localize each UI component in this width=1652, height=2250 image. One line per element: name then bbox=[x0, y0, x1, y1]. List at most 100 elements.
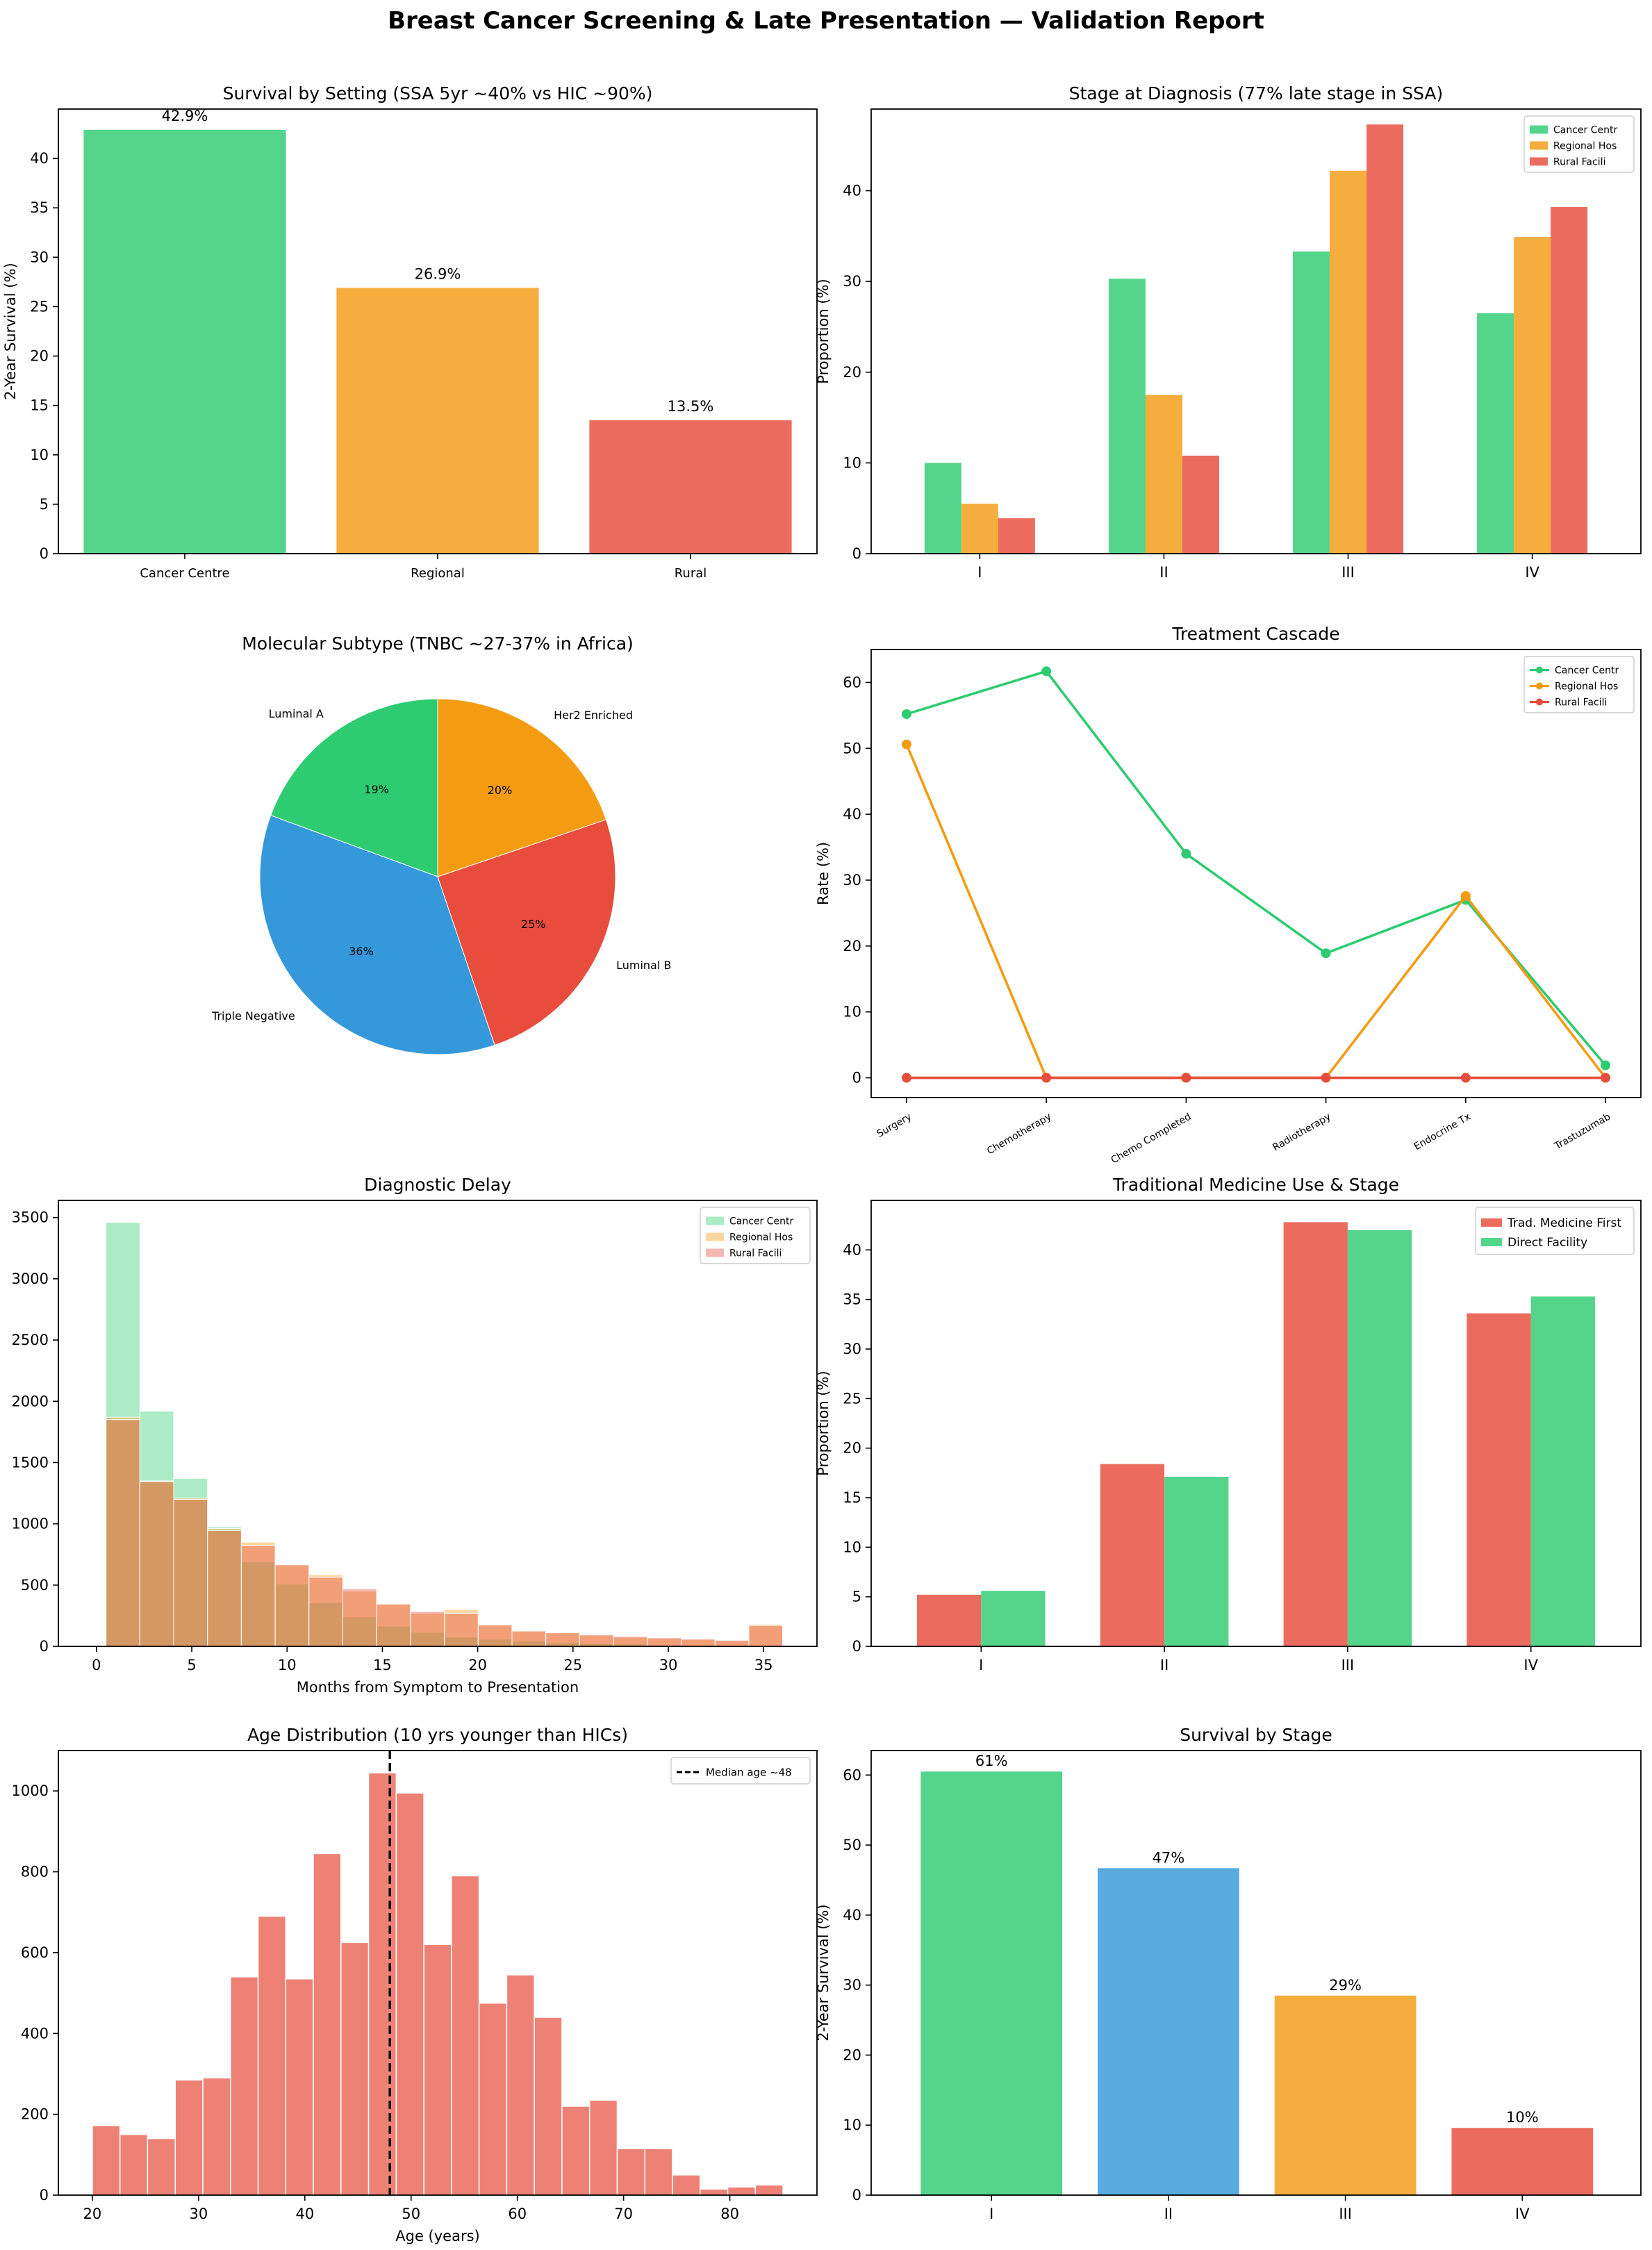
pie-label: Luminal A bbox=[269, 707, 324, 720]
y-tick-label: 10 bbox=[30, 447, 49, 463]
bar bbox=[1274, 1995, 1416, 2195]
panel-5: Diagnostic Delay 0 500 1000 1500 2000 2500 3000… bbox=[12, 1175, 818, 1696]
legend-label: Cancer Centr bbox=[1555, 665, 1619, 677]
hist-bar bbox=[613, 1636, 648, 1647]
y-tick-label: 25 bbox=[30, 298, 49, 315]
data-point bbox=[1601, 1060, 1611, 1070]
bar bbox=[924, 463, 961, 554]
pie-pct-label: 36% bbox=[349, 945, 374, 958]
x-tick-label: Endocrine Tx bbox=[1412, 1111, 1473, 1153]
hist-bar bbox=[173, 1498, 208, 1647]
pie-slice bbox=[259, 815, 495, 1055]
y-tick-label: 50 bbox=[843, 1837, 861, 1853]
panel-title: Diagnostic Delay bbox=[364, 1175, 511, 1195]
y-tick-label: 200 bbox=[21, 2106, 49, 2123]
panel-3: Molecular Subtype (TNBC ~27-37% in Afric… bbox=[211, 634, 671, 1055]
y-tick-label: 50 bbox=[843, 740, 861, 756]
data-point bbox=[1460, 891, 1471, 901]
data-label: 61% bbox=[975, 1753, 1008, 1769]
pie-slice bbox=[270, 698, 438, 877]
legend-label: Regional Hos bbox=[1553, 141, 1617, 152]
hist-bar bbox=[647, 1637, 682, 1647]
hist-bar bbox=[207, 1530, 242, 1647]
x-tick-label: 35 bbox=[754, 1657, 773, 1673]
y-tick-label: 35 bbox=[30, 199, 49, 216]
legend-swatch bbox=[1481, 1218, 1502, 1227]
legend-label: Median age ~48 bbox=[706, 1766, 792, 1778]
panel-title: Treatment Cascade bbox=[1171, 624, 1339, 644]
legend-box bbox=[1523, 115, 1635, 173]
legend-swatch bbox=[706, 1248, 724, 1257]
y-tick-label: 20 bbox=[843, 938, 861, 954]
hist-bar bbox=[478, 2002, 508, 2196]
y-tick-label: 0 bbox=[40, 1638, 49, 1655]
hist-bar bbox=[119, 2133, 149, 2196]
legend-box bbox=[1523, 656, 1635, 713]
hist-bar bbox=[207, 1528, 242, 1647]
x-tick-label: IV bbox=[1515, 2206, 1530, 2222]
x-tick-label: 30 bbox=[659, 1657, 678, 1673]
y-tick-label: 25 bbox=[843, 1390, 861, 1407]
hist-bar bbox=[342, 1588, 377, 1647]
pie-slice bbox=[437, 698, 607, 877]
hist-bar bbox=[342, 1616, 377, 1647]
y-tick-label: 0 bbox=[40, 2187, 49, 2203]
legend-box bbox=[670, 1757, 811, 1785]
series-line bbox=[905, 743, 1607, 1079]
bar bbox=[1366, 124, 1404, 554]
y-tick-label: 0 bbox=[852, 1638, 861, 1655]
bar bbox=[1451, 2128, 1594, 2195]
y-tick-label: 1000 bbox=[12, 1782, 49, 1799]
x-tick-label: 20 bbox=[83, 2206, 102, 2222]
figure-title: Breast Cancer Screening & Late Presentat… bbox=[388, 7, 1264, 35]
hist-bar bbox=[410, 1611, 445, 1647]
x-tick-label: 25 bbox=[563, 1657, 582, 1673]
bar bbox=[998, 518, 1035, 554]
y-tick-label: 15 bbox=[30, 397, 49, 414]
hist-bar bbox=[644, 2148, 673, 2196]
legend: Cancer Centr Regional Hos Rural Facili bbox=[700, 1207, 811, 1264]
y-tick-label: 400 bbox=[21, 2025, 49, 2042]
bar bbox=[981, 1591, 1046, 1646]
legend-swatch bbox=[1530, 157, 1548, 166]
y-tick-label: 2000 bbox=[12, 1393, 49, 1409]
bar bbox=[336, 288, 539, 554]
bar bbox=[1283, 1222, 1348, 1646]
pie-pct-label: 19% bbox=[364, 783, 389, 796]
data-point bbox=[1321, 948, 1331, 959]
hist-bar bbox=[748, 1623, 784, 1647]
hist-bar bbox=[240, 1541, 276, 1647]
hist-bar bbox=[257, 1915, 287, 2196]
x-tick-label: Chemotherapy bbox=[985, 1111, 1053, 1157]
y-tick-label: 60 bbox=[843, 674, 861, 690]
x-tick-label: III bbox=[1341, 1657, 1355, 1673]
hist-bar bbox=[561, 2106, 590, 2196]
bar bbox=[1530, 1296, 1596, 1646]
y-tick-label: 0 bbox=[852, 2187, 861, 2203]
legend: Median age ~48 bbox=[670, 1757, 811, 1785]
y-tick-label: 10 bbox=[843, 1539, 861, 1555]
hist-bar bbox=[340, 1942, 370, 2196]
hist-bar bbox=[274, 1564, 310, 1647]
legend-swatch bbox=[1530, 125, 1548, 134]
legend-label: Regional Hos bbox=[1555, 681, 1618, 693]
legend: Cancer Centr Regional Hos Rural Facili bbox=[1523, 656, 1635, 713]
hist-bar bbox=[700, 2188, 729, 2196]
hist-bar bbox=[681, 1638, 716, 1647]
hist-bar bbox=[534, 2017, 563, 2196]
legend-label: Regional Hos bbox=[729, 1232, 793, 1243]
y-tick-label: 10 bbox=[843, 1004, 861, 1020]
hist-bar bbox=[511, 1630, 547, 1647]
pie-slice bbox=[437, 819, 616, 1046]
y-tick-label: 10 bbox=[843, 2117, 861, 2133]
data-point bbox=[901, 1073, 911, 1083]
y-tick-label: 35 bbox=[843, 1291, 861, 1308]
x-tick-label: 80 bbox=[720, 2206, 739, 2222]
y-tick-label: 40 bbox=[843, 806, 861, 822]
legend-swatch bbox=[1481, 1238, 1502, 1246]
x-tick-label: Regional bbox=[411, 566, 465, 581]
x-axis-label: Age (years) bbox=[395, 2228, 479, 2244]
legend-label: Trad. Medicine First bbox=[1507, 1216, 1621, 1230]
y-tick-label: 40 bbox=[30, 150, 49, 167]
hist-bar bbox=[240, 1561, 276, 1647]
